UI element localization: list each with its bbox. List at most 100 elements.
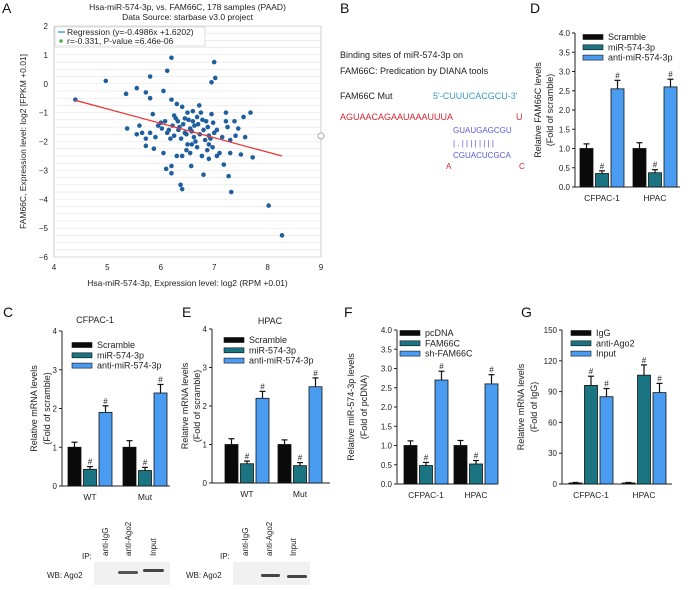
- legend-entry: pcDNA: [425, 328, 454, 338]
- data-point: [179, 186, 185, 192]
- data-point: [134, 85, 140, 91]
- lane-label: anti-IgG: [241, 528, 250, 556]
- y-tick-label: 0.5: [559, 164, 571, 173]
- blot-band: [143, 569, 164, 572]
- data-point: [164, 130, 170, 136]
- legend-entry: FAM66C: [425, 338, 461, 348]
- y-axis-label: Relative mRNA levels: [29, 365, 39, 452]
- data-point: [233, 133, 238, 139]
- legend-swatch: [71, 362, 93, 369]
- data-point: [194, 144, 200, 150]
- mirna-sequence: AGUAACAGAAUAAAUUUA: [340, 112, 453, 122]
- y-tick-label: 2.0: [559, 106, 571, 115]
- legend-entry: anti-Ago2: [596, 338, 635, 348]
- data-point: [212, 75, 218, 81]
- top-pair-seq: GUAUGAGCGU: [453, 126, 512, 135]
- data-point: [174, 153, 180, 159]
- significance-mark: #: [604, 380, 609, 389]
- significance-mark: #: [439, 362, 444, 371]
- blot-band: [261, 574, 280, 577]
- bar: [584, 385, 598, 485]
- y-tick-label: 4.0: [559, 29, 571, 38]
- binding-site-diagram: Binding sites of miR-574-3p on FAM66C: P…: [340, 50, 525, 171]
- bar: [98, 411, 113, 487]
- data-point: [209, 80, 214, 85]
- significance-mark: #: [88, 458, 93, 467]
- bar: [453, 445, 468, 485]
- y-tick-label: 1.5: [381, 422, 393, 431]
- y-tick-label: −5: [39, 224, 49, 233]
- legend-entry: anti-miR-574-3p: [249, 356, 314, 366]
- data-point: [206, 156, 212, 162]
- data-point: [189, 142, 195, 147]
- ip-label: IP:: [220, 552, 230, 561]
- data-point: [228, 189, 234, 195]
- y-tick-label: 0.0: [381, 480, 393, 489]
- data-point: [163, 166, 169, 172]
- bar: [484, 383, 499, 485]
- legend-entry: r=-0.331, P-value =6.46e-06: [67, 36, 174, 46]
- data-point: [124, 126, 130, 131]
- data-point: [202, 137, 208, 143]
- data-point: [194, 114, 200, 120]
- y-tick-label: 3.5: [381, 345, 393, 354]
- y-axis-label: (Fold of scramble): [192, 370, 202, 443]
- y-axis-label: FAM66C, Expression level: log2 [FPKM +0.…: [18, 54, 28, 229]
- bar: [138, 470, 152, 487]
- binding-caption-1: Binding sites of miR-574-3p on: [340, 50, 463, 60]
- panel-label-g: G: [521, 304, 532, 320]
- data-point: [103, 78, 109, 84]
- data-point: [168, 136, 173, 141]
- legend-swatch: [582, 44, 604, 51]
- legend-entry: anti-miR-574-3p: [97, 361, 162, 371]
- chart-title: HPAC: [258, 316, 283, 326]
- data-point: [187, 150, 193, 156]
- binding-caption-2: FAM66C: Predication by DIANA tools: [340, 66, 489, 76]
- panel-label-b: B: [340, 0, 349, 16]
- data-point: [186, 117, 191, 123]
- blot-band: [118, 571, 138, 574]
- bulge-c: C: [519, 162, 525, 171]
- legend-entry: Regression (y=-0.4986x +1.6202): [67, 27, 194, 37]
- western-blot-hpac: IP: anti-IgG anti-Ago2 Input WB: Ago2: [186, 521, 310, 585]
- legend-swatch: [399, 350, 421, 357]
- bar: [621, 482, 636, 485]
- legend-entry: IgG: [596, 328, 611, 338]
- bar: [293, 465, 307, 484]
- data-point: [162, 118, 168, 124]
- y-tick-label: 3.0: [381, 365, 393, 374]
- legend-entry: anti-miR-574-3p: [608, 53, 673, 63]
- legend-entry: Scramble: [608, 32, 646, 42]
- data-point: [226, 173, 231, 179]
- bar: [663, 86, 678, 188]
- x-tick-label: 7: [212, 263, 217, 272]
- legend-swatch: [71, 352, 93, 359]
- bar: [255, 397, 270, 484]
- significance-mark: #: [615, 71, 620, 80]
- data-point: [147, 130, 153, 136]
- x-category-label: CFPAC-1: [408, 490, 444, 500]
- bar: [153, 392, 168, 487]
- x-category-label: HPAC: [633, 490, 656, 500]
- y-tick-label: 1: [203, 441, 208, 450]
- data-point: [211, 59, 217, 65]
- y-tick-label: 2.5: [559, 87, 571, 96]
- lane-label: anti-IgG: [101, 528, 110, 556]
- data-point: [147, 95, 153, 101]
- y-tick-label: 2: [44, 22, 49, 31]
- data-point: [178, 136, 184, 141]
- data-point: [155, 123, 161, 128]
- x-tick-label: 6: [159, 263, 164, 272]
- data-point: [190, 108, 196, 114]
- data-point: [173, 116, 179, 121]
- data-point: [279, 233, 285, 238]
- data-point: [223, 118, 229, 124]
- data-point: [198, 110, 204, 115]
- bar: [568, 482, 583, 485]
- significance-mark: #: [245, 452, 250, 461]
- lane-label: Input: [149, 537, 158, 556]
- bar-chart-d: 0.0 0.5 1.0 1.5 2.0 2.5 3.0 3.5 4.0 CFPAC-1 # # HPAC…: [533, 29, 680, 203]
- significance-mark: #: [474, 452, 479, 461]
- significance-mark: #: [313, 369, 318, 378]
- significance-mark: #: [424, 453, 429, 462]
